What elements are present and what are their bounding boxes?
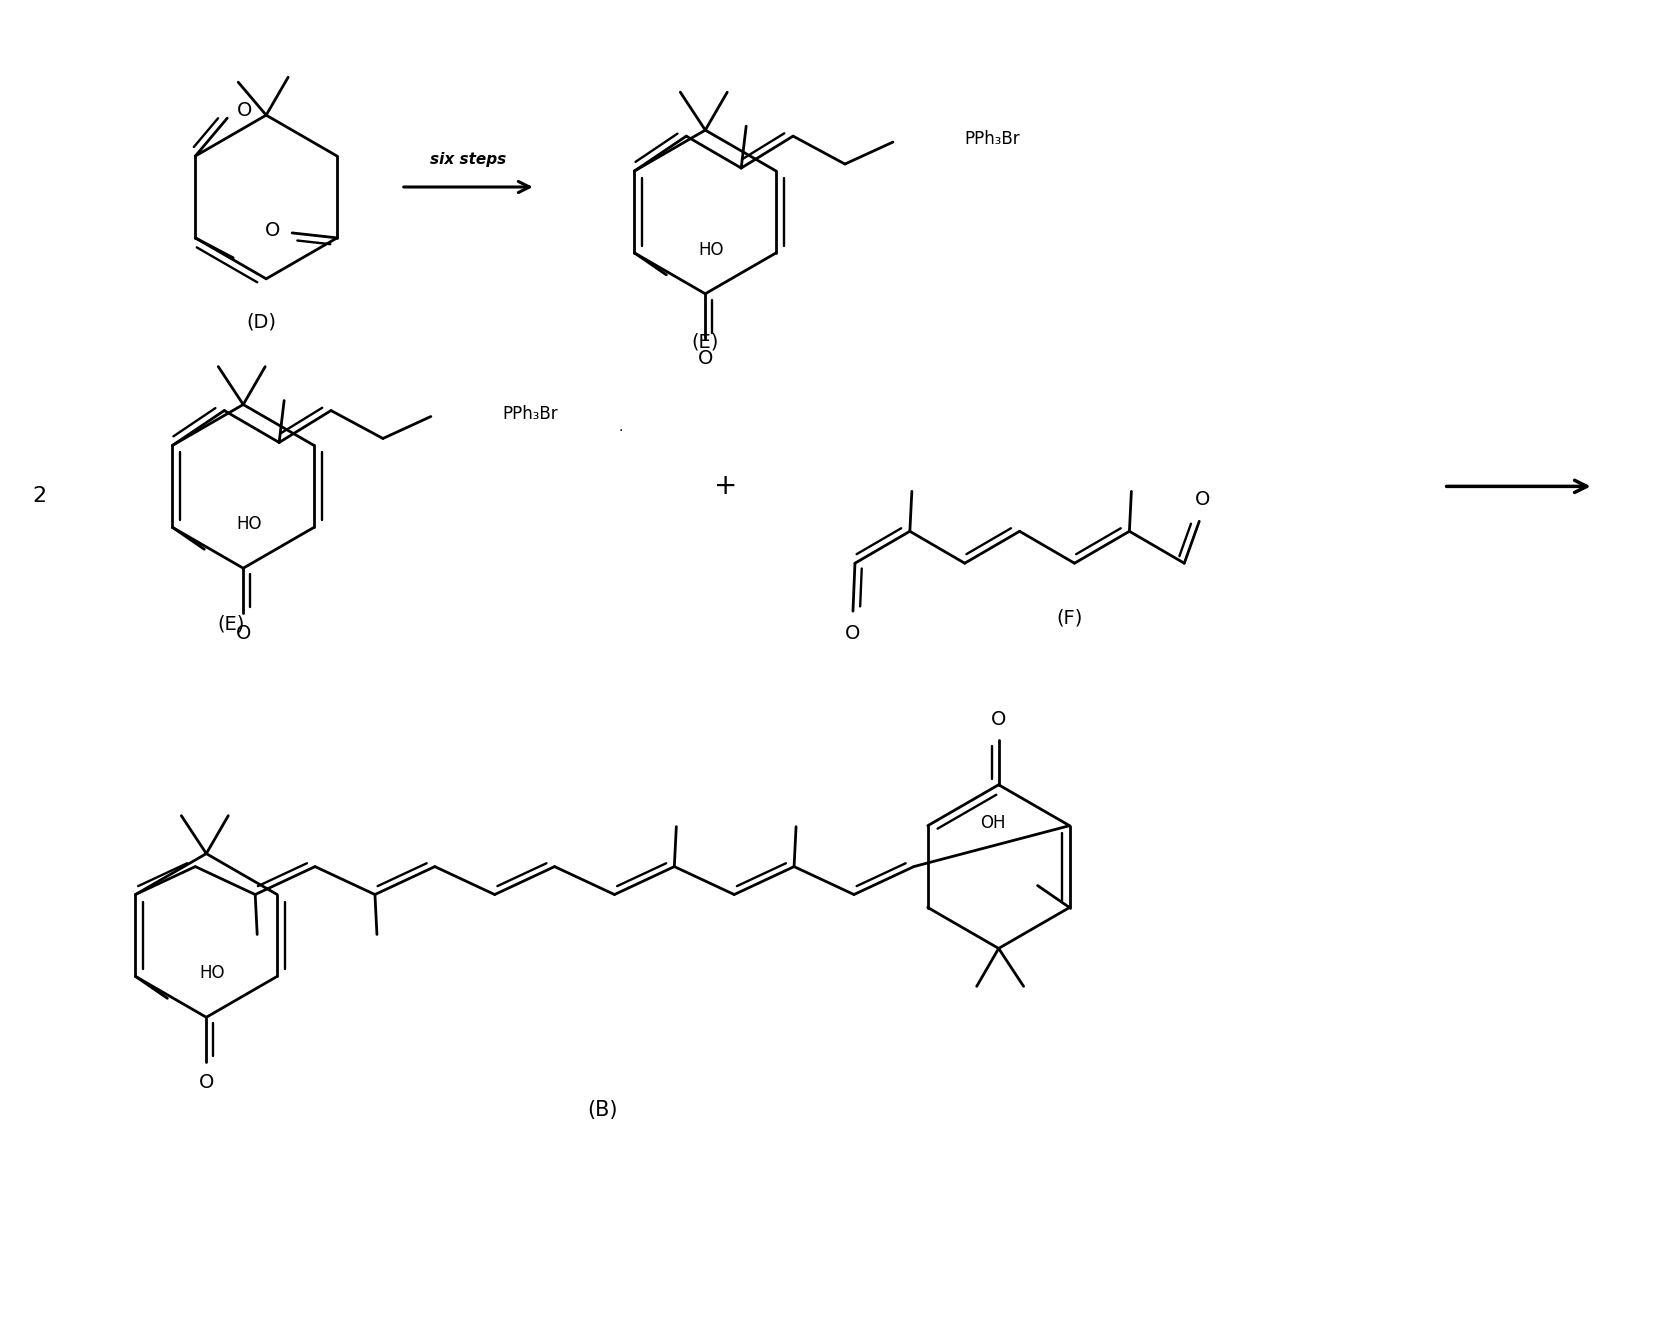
Text: +: +	[714, 472, 737, 500]
Text: PPh₃Br: PPh₃Br	[965, 130, 1021, 148]
Text: (D): (D)	[246, 312, 277, 331]
Text: O: O	[697, 349, 712, 369]
Text: ·: ·	[618, 425, 623, 439]
Text: PPh₃Br: PPh₃Br	[503, 405, 558, 422]
Text: O: O	[1195, 489, 1210, 508]
Text: O: O	[845, 624, 861, 642]
Text: OH: OH	[980, 814, 1006, 831]
Text: (F): (F)	[1056, 609, 1083, 628]
Text: O: O	[236, 101, 251, 119]
Text: O: O	[991, 711, 1006, 730]
Text: HO: HO	[199, 964, 225, 983]
Text: (E): (E)	[218, 614, 245, 633]
Text: (B): (B)	[587, 1100, 618, 1120]
Text: six steps: six steps	[431, 152, 506, 166]
Text: O: O	[236, 624, 251, 642]
Text: HO: HO	[699, 241, 724, 259]
Text: O: O	[199, 1073, 215, 1092]
Text: (E): (E)	[692, 333, 719, 351]
Text: O: O	[265, 221, 280, 240]
Text: 2: 2	[32, 487, 47, 507]
Text: HO: HO	[236, 515, 261, 534]
